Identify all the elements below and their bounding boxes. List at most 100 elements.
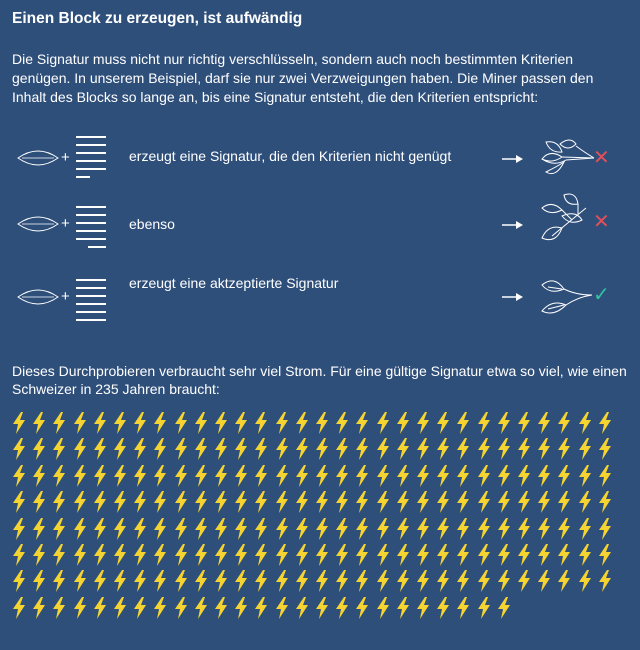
lightning-bolt-icon bbox=[215, 596, 227, 619]
lightning-bolt-icon bbox=[93, 438, 106, 461]
lightning-bolt-icon bbox=[518, 491, 530, 514]
lightning-bolt-icon bbox=[154, 491, 167, 514]
lightning-bolt-icon bbox=[538, 491, 551, 514]
lightning-bolt-icon bbox=[93, 570, 106, 593]
lightning-bolt-icon bbox=[194, 412, 207, 434]
lightning-bolt-icon bbox=[316, 412, 328, 434]
lightning-bolt-icon bbox=[457, 570, 470, 593]
document-icon bbox=[76, 206, 108, 251]
lightning-bolt-icon bbox=[154, 438, 167, 461]
lightning-bolt-icon bbox=[598, 544, 611, 566]
lightning-bolt-icon bbox=[53, 412, 66, 434]
lightning-bolt-icon bbox=[174, 438, 187, 461]
lightning-bolt-icon bbox=[437, 517, 450, 540]
signature-tree-icon bbox=[541, 139, 595, 175]
lightning-bolt-icon bbox=[457, 491, 470, 514]
lightning-bolt-icon bbox=[376, 570, 389, 593]
lightning-bolt-icon bbox=[215, 544, 227, 566]
row-description: ebenso bbox=[129, 216, 175, 232]
lightning-bolt-icon bbox=[578, 438, 591, 461]
lightning-bolt-icon bbox=[174, 544, 187, 566]
lightning-bolt-icon bbox=[396, 438, 409, 461]
lightning-bolt-icon bbox=[295, 596, 308, 619]
lightning-bolt-icon bbox=[255, 596, 268, 619]
lightning-bolt-icon bbox=[316, 544, 328, 566]
lightning-bolt-icon bbox=[255, 412, 268, 434]
lightning-bolt-icon bbox=[235, 517, 248, 540]
leaf-icon bbox=[17, 150, 59, 166]
lightning-bolt-icon bbox=[558, 438, 571, 461]
lightning-bolt-icon bbox=[578, 517, 591, 540]
lightning-bolt-icon bbox=[396, 596, 409, 619]
lightning-bolt-icon bbox=[33, 517, 46, 540]
lightning-bolt-icon bbox=[295, 412, 308, 434]
lightning-bolt-icon bbox=[437, 544, 450, 566]
lightning-bolt-icon bbox=[396, 412, 409, 434]
lightning-bolt-icon bbox=[336, 412, 349, 434]
lightning-bolt-icon bbox=[457, 517, 470, 540]
lightning-bolt-icon bbox=[396, 570, 409, 593]
lightning-bolt-icon bbox=[376, 596, 389, 619]
lightning-bolt-icon bbox=[275, 491, 288, 514]
lightning-bolt-icon bbox=[134, 412, 147, 434]
lightning-bolt-icon bbox=[235, 412, 248, 434]
lightning-bolt-icon bbox=[538, 438, 551, 461]
lightning-bolt-icon bbox=[477, 412, 490, 434]
arrow-right-icon bbox=[502, 221, 523, 229]
lightning-bolt-icon bbox=[558, 491, 571, 514]
leaf-icon bbox=[17, 216, 59, 232]
lightning-bolt-icon bbox=[255, 544, 268, 566]
lightning-bolt-icon bbox=[13, 464, 25, 487]
lightning-bolt-icon bbox=[73, 491, 86, 514]
lightning-bolt-icon bbox=[134, 491, 147, 514]
lightning-bolt-icon bbox=[477, 517, 490, 540]
lightning-bolt-icon bbox=[396, 491, 409, 514]
lightning-bolt-icon bbox=[518, 464, 530, 487]
lightning-bolt-icon bbox=[457, 544, 470, 566]
lightning-bolt-icon bbox=[53, 517, 66, 540]
lightning-bolt-icon bbox=[316, 491, 328, 514]
lightning-bolt-icon bbox=[53, 464, 66, 487]
lightning-bolt-icon bbox=[174, 491, 187, 514]
lightning-bolt-icon bbox=[114, 544, 126, 566]
lightning-bolt-icon bbox=[33, 596, 46, 619]
lightning-bolt-icon bbox=[477, 544, 490, 566]
lightning-bolt-icon bbox=[154, 517, 167, 540]
lightning-bolt-icon bbox=[53, 570, 66, 593]
row-description: erzeugt eine Signatur, die den Kriterien… bbox=[129, 148, 452, 164]
signature-tree-icon bbox=[541, 280, 593, 314]
lightning-bolt-icon bbox=[13, 438, 25, 461]
lightning-bolt-icon bbox=[53, 544, 66, 566]
lightning-bolt-icon bbox=[295, 464, 308, 487]
row-description: erzeugt eine aktzeptierte Signatur bbox=[129, 275, 339, 291]
lightning-bolt-icon bbox=[194, 517, 207, 540]
lightning-bolt-icon bbox=[134, 464, 147, 487]
lightning-bolt-icon bbox=[598, 412, 611, 434]
lightning-bolt-icon bbox=[154, 464, 167, 487]
lightning-bolt-icon bbox=[336, 438, 349, 461]
lightning-bolt-icon bbox=[134, 544, 147, 566]
lightning-bolt-icon bbox=[336, 491, 349, 514]
lightning-bolt-icon bbox=[497, 596, 510, 619]
lightning-bolt-icon bbox=[235, 544, 248, 566]
lightning-bolt-icon bbox=[255, 438, 268, 461]
lightning-bolt-icon bbox=[598, 464, 611, 487]
lightning-bolt-icon bbox=[437, 412, 450, 434]
lightning-bolt-icon bbox=[174, 596, 187, 619]
lightning-bolt-icon bbox=[93, 412, 106, 434]
lightning-bolt-icon bbox=[437, 464, 450, 487]
lightning-bolt-icon bbox=[235, 438, 248, 461]
lightning-bolt-icon bbox=[518, 438, 530, 461]
lightning-bolt-icon bbox=[356, 596, 369, 619]
example-row-2: + ebenso ✕ bbox=[0, 190, 640, 250]
lightning-bolt-icon bbox=[275, 570, 288, 593]
lightning-bolt-icon bbox=[13, 570, 25, 593]
lightning-bolt-icon bbox=[518, 517, 530, 540]
lightning-bolt-icon bbox=[396, 464, 409, 487]
lightning-bolt-icon bbox=[33, 570, 46, 593]
lightning-bolt-icon bbox=[73, 464, 86, 487]
document-icon bbox=[76, 136, 108, 181]
lightning-bolt-icon bbox=[477, 570, 490, 593]
lightning-bolt-icon bbox=[356, 544, 369, 566]
lightning-bolt-icon bbox=[114, 464, 126, 487]
